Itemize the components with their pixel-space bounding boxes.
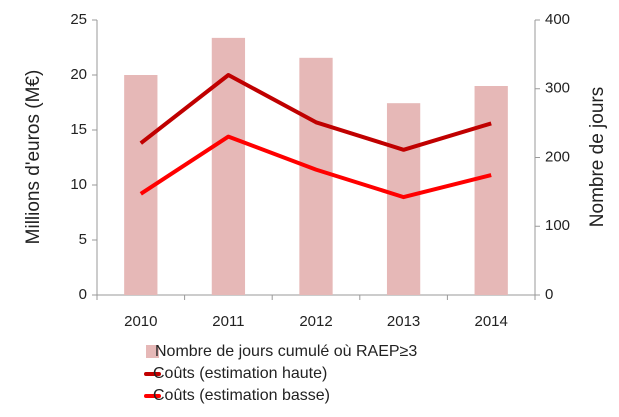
y-tick-label: 15 — [70, 121, 87, 138]
line — [139, 134, 492, 200]
x-tick-label: 2012 — [299, 313, 332, 330]
legend-label: Nombre de jours cumulé où RAEP≥3 — [155, 343, 417, 360]
legend-label: Coûts (estimation basse) — [153, 387, 330, 404]
y2-axis-label: Nombre de jours — [587, 87, 608, 227]
y-tick-label: 5 — [79, 231, 87, 248]
bar — [299, 57, 333, 295]
x-tick-label: 2013 — [387, 313, 420, 330]
x-tick-label: 2011 — [212, 313, 244, 330]
legend-label: Coûts (estimation haute) — [153, 365, 327, 382]
y-tick-label: 0 — [79, 286, 87, 303]
x-tick-label: 2014 — [475, 313, 508, 330]
y2-tick-label: 0 — [545, 286, 553, 303]
line — [139, 73, 492, 152]
x-tick-label: 2010 — [124, 313, 157, 330]
y2-tick-label: 300 — [545, 80, 570, 97]
y2-tick-label: 100 — [545, 217, 570, 234]
y-tick-label: 10 — [70, 176, 87, 193]
y-axis-label: Millions d'euros (M€) — [23, 70, 44, 245]
y2-tick-label: 400 — [545, 11, 570, 28]
bar — [474, 86, 508, 295]
legend-swatch — [146, 345, 159, 358]
y2-tick-label: 200 — [545, 148, 570, 165]
y-tick-label: 25 — [70, 11, 87, 28]
y-tick-label: 20 — [70, 66, 87, 83]
